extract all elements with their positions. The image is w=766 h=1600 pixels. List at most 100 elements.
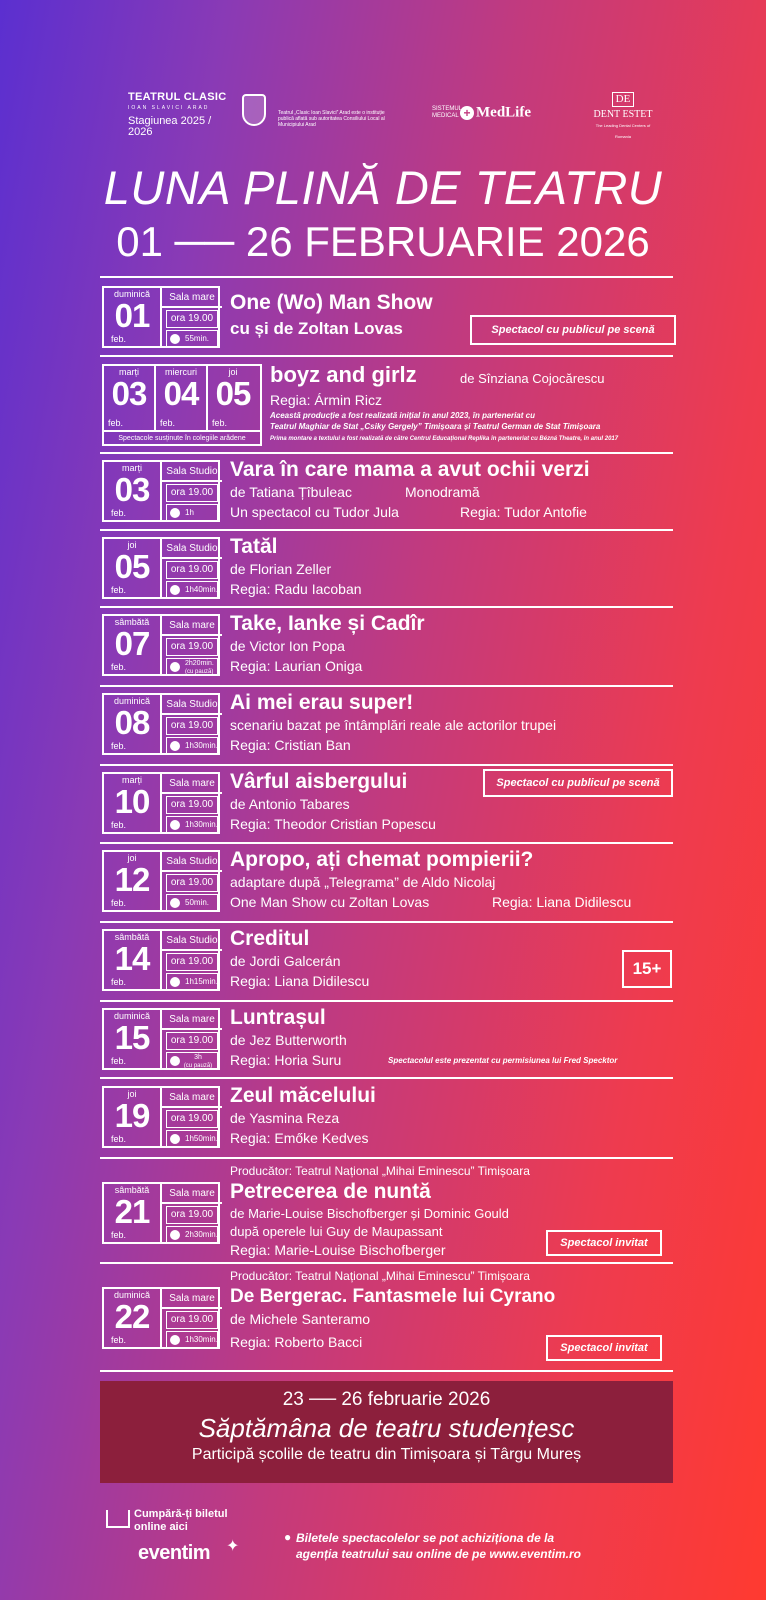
city-crest-icon bbox=[242, 92, 272, 142]
buy-line-2: online aici bbox=[134, 1521, 188, 1533]
event-director: Regia: Laurian Oniga bbox=[230, 658, 363, 674]
theatre-sub: IOAN SLAVICI ARAD bbox=[128, 105, 210, 111]
day-number: 01 bbox=[114, 297, 151, 334]
duration: 1h bbox=[166, 504, 218, 522]
bullet-icon: ● bbox=[284, 1530, 292, 1544]
time: ora 19.00 bbox=[166, 484, 218, 502]
divider bbox=[100, 921, 673, 923]
divider bbox=[100, 355, 673, 357]
divider bbox=[100, 1077, 673, 1079]
duration: 1h30min. bbox=[166, 737, 218, 755]
clock-icon bbox=[170, 508, 180, 518]
event-genre: Monodramă bbox=[405, 484, 480, 500]
event-author: adaptare după „Telegrama” de Aldo Nicola… bbox=[230, 874, 496, 890]
student-week-participants: Participă școlile de teatru din Timișoar… bbox=[191, 1446, 582, 1463]
page-title: LUNA PLINĂ DE TEATRU bbox=[103, 161, 663, 214]
event-row: marți 03 feb. Sala Studio ora 19.00 1h V… bbox=[100, 458, 673, 526]
event-author: de Jordi Galcerán bbox=[230, 953, 341, 969]
event-title: De Bergerac. Fantasmele lui Cyrano bbox=[230, 1286, 556, 1307]
ticket-crown-icon bbox=[106, 1510, 130, 1528]
theatre-name: TEATRUL CLASIC bbox=[128, 91, 227, 103]
event-author: de Marie-Louise Bischofberger și Dominic… bbox=[230, 1206, 509, 1221]
clock-icon bbox=[170, 741, 180, 751]
divider bbox=[100, 1000, 673, 1002]
multi-date-box: marți 03 feb. miercuri 04 feb. joi 05 fe… bbox=[102, 364, 262, 446]
event-row: Producător: Teatrul Național „Mihai Emin… bbox=[100, 1164, 673, 1260]
hall: Sala Studio bbox=[162, 462, 222, 482]
sponsor-strip: TEATRUL CLASIC IOAN SLAVICI ARAD Stagiun… bbox=[0, 92, 766, 142]
divider bbox=[100, 1370, 673, 1372]
event-cast: One Man Show cu Zoltan Lovas bbox=[230, 894, 430, 910]
clock-icon bbox=[170, 898, 180, 908]
clock-icon bbox=[170, 1335, 180, 1345]
event-row: joi 12 feb. Sala Studio ora 19.00 50min.… bbox=[100, 848, 673, 916]
date-box: duminică 01 feb. Sala mare ora 19.00 55m… bbox=[102, 286, 222, 348]
duration: 55min. bbox=[166, 330, 218, 348]
event-row: joi 05 feb. Sala Studio ora 19.00 1h40mi… bbox=[100, 535, 673, 603]
hall: Sala mare bbox=[162, 288, 222, 308]
age-rating-badge: 15+ bbox=[622, 950, 672, 988]
audience-on-stage-badge: Spectacol cu publicul pe scenă bbox=[483, 769, 673, 797]
date-box: marți 10 feb. Sala mare ora 19.00 1h30mi… bbox=[102, 772, 222, 834]
date-box: joi 05 feb. Sala Studio ora 19.00 1h40mi… bbox=[102, 537, 222, 599]
divider bbox=[100, 842, 673, 844]
duration: 2h20min. (cu pauză) bbox=[166, 658, 218, 676]
duration: 2h30min. bbox=[166, 1226, 218, 1244]
date-box: duminică 22 feb. Sala mare ora 19.00 1h3… bbox=[102, 1287, 222, 1349]
dent-estet-logo: DE DENT ESTET The Leading Dental Centers… bbox=[588, 92, 658, 142]
divider bbox=[100, 764, 673, 766]
ticket-info-line-1: Biletele spectacolelor se pot achizițion… bbox=[296, 1531, 555, 1545]
event-title: Vârful aisbergului bbox=[230, 770, 408, 793]
buy-line-1: Cumpără-ți biletul bbox=[134, 1508, 228, 1520]
event-row: duminică 15 feb. Sala mare ora 19.00 3h(… bbox=[100, 1006, 673, 1074]
event-row: sâmbătă 07 feb. Sala mare ora 19.00 2h20… bbox=[100, 612, 673, 680]
clock-icon bbox=[170, 662, 180, 672]
event-title: Take, Ianke și Cadîr bbox=[230, 612, 425, 635]
clock-icon bbox=[170, 977, 180, 987]
date-box: duminică 15 feb. Sala mare ora 19.00 3h(… bbox=[102, 1008, 222, 1070]
student-week-dates: 23 ── 26 februarie 2026 bbox=[282, 1389, 491, 1410]
divider bbox=[100, 529, 673, 531]
event-author: de Yasmina Reza bbox=[230, 1110, 340, 1126]
event-row: sâmbătă 14 feb. Sala Studio ora 19.00 1h… bbox=[100, 927, 673, 995]
event-title: Ai mei erau super! bbox=[230, 691, 414, 714]
event-title: Vara în care mama a avut ochii verzi bbox=[230, 458, 590, 481]
date-box: sâmbătă 14 feb. Sala Studio ora 19.00 1h… bbox=[102, 929, 222, 991]
duration: 1h50min. bbox=[166, 1130, 218, 1148]
date-cell: miercuri 04 feb. bbox=[156, 366, 208, 430]
event-title: Luntrașul bbox=[230, 1006, 326, 1029]
date-box: sâmbătă 07 feb. Sala mare ora 19.00 2h20… bbox=[102, 614, 222, 676]
clock-icon bbox=[170, 334, 180, 344]
student-week-name: Săptămâna de teatru studențesc bbox=[198, 1413, 575, 1443]
date-cell: marți 03 feb. bbox=[104, 366, 156, 430]
event-title: Apropo, ați chemat pompierii? bbox=[230, 848, 534, 871]
time: ora 19.00 bbox=[166, 310, 218, 328]
divider bbox=[100, 606, 673, 608]
month: feb. bbox=[111, 334, 127, 344]
event-title: boyz and girlz bbox=[270, 362, 417, 387]
medlife-logo: SISTEMUL MEDICAL + MedLife bbox=[432, 105, 552, 156]
clock-icon bbox=[170, 820, 180, 830]
event-row: Producător: Teatrul Național „Mihai Emin… bbox=[100, 1269, 673, 1365]
producer: Producător: Teatrul Național „Mihai Emin… bbox=[230, 1164, 530, 1178]
date-box: sâmbătă 21 feb. Sala mare ora 19.00 2h30… bbox=[102, 1182, 222, 1244]
divider bbox=[100, 276, 673, 278]
clock-icon bbox=[170, 1230, 180, 1240]
event-note: Această producție a fost realizată iniți… bbox=[270, 411, 535, 420]
producer: Producător: Teatrul Național „Mihai Emin… bbox=[230, 1269, 530, 1283]
duration: 1h40min. bbox=[166, 581, 218, 599]
event-title: Creditul bbox=[230, 927, 310, 950]
date-cell: joi 05 feb. bbox=[212, 367, 251, 428]
event-row: joi 19 feb. Sala mare ora 19.00 1h50min.… bbox=[100, 1084, 673, 1152]
event-director: Regia: Cristian Ban bbox=[230, 737, 351, 753]
ticket-info-line-2: agenția teatrului sau online de pe www.e… bbox=[296, 1547, 581, 1561]
theatre-logo: TEATRUL CLASIC IOAN SLAVICI ARAD Stagiun… bbox=[128, 92, 238, 142]
ticket-info: ● Biletele spectacolelor se pot achiziți… bbox=[284, 1530, 696, 1562]
date-box: marți 03 feb. Sala Studio ora 19.00 1h bbox=[102, 460, 222, 522]
event-description: scenariu bazat pe întâmplări reale ale a… bbox=[230, 717, 557, 733]
clock-icon bbox=[170, 585, 180, 595]
guest-show-badge: Spectacol invitat bbox=[546, 1335, 662, 1361]
event-title: Petrecerea de nuntă bbox=[230, 1180, 431, 1203]
event-row: marți 03 feb. miercuri 04 feb. joi 05 fe… bbox=[100, 362, 673, 450]
event-title: Tatăl bbox=[230, 535, 278, 558]
